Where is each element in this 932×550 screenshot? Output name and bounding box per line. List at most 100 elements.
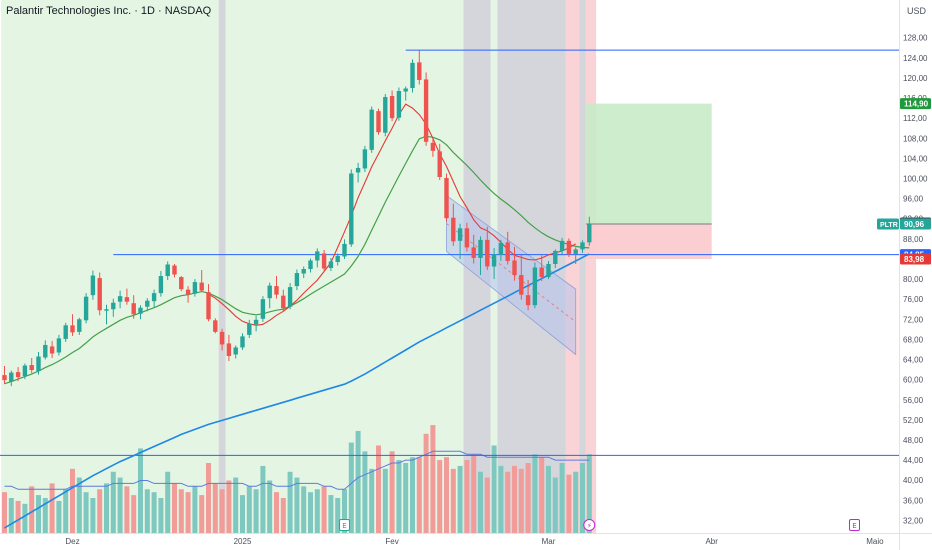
volume-bar [525, 463, 531, 533]
candle-body [376, 111, 381, 133]
candlesticks [2, 50, 592, 387]
candle-body [15, 372, 21, 378]
ema-mid-line [4, 135, 590, 385]
candle-body [512, 260, 517, 276]
price-badge-label: 90,96 [904, 220, 925, 229]
volume-bar [518, 468, 524, 533]
earnings-event-icon[interactable] [339, 519, 350, 531]
candle-body [587, 223, 592, 243]
volume-bar [369, 468, 375, 533]
earnings-event-icon[interactable] [849, 519, 860, 531]
volume-bar [552, 477, 558, 533]
candle-body [247, 323, 252, 335]
volume-bar [457, 465, 463, 533]
volume-bar [437, 460, 443, 533]
time-axis[interactable]: Dez 2025 Fev Mar Abr Maio [65, 537, 884, 546]
candle-body [131, 303, 136, 315]
candle-body [491, 254, 497, 267]
volume-bar [539, 457, 545, 533]
volume-bar [104, 483, 109, 533]
candle-body [97, 278, 102, 311]
volume-bar [410, 457, 415, 533]
candle-body [260, 299, 266, 319]
candle-body [179, 277, 184, 290]
price-tick-label: 32,00 [903, 516, 924, 525]
volume-bar [110, 471, 116, 533]
volume-bar [253, 489, 259, 533]
volume-bar [532, 454, 538, 533]
candle-body [29, 365, 34, 371]
candle-body [281, 295, 286, 309]
volume-bar [450, 468, 456, 533]
candle-body [464, 228, 470, 248]
split-event-icon[interactable] [583, 519, 596, 531]
channel-area[interactable] [446, 194, 577, 356]
time-tick-label: Mar [542, 537, 556, 546]
candle-body [138, 307, 143, 314]
candle-body [321, 253, 327, 269]
target-zone[interactable] [585, 103, 712, 224]
candle-body [383, 97, 388, 133]
volume-bar [1, 492, 7, 533]
volume-bar [56, 500, 62, 533]
candle-body [226, 343, 232, 357]
currency-label[interactable]: USD [907, 6, 927, 16]
candle-body [580, 242, 585, 250]
volume-bar [90, 498, 96, 533]
event-marker-label: E [852, 522, 856, 530]
volume-bar [335, 498, 341, 533]
volume-bar [192, 486, 198, 533]
volume-bar [423, 433, 429, 533]
candle-body [287, 287, 293, 307]
time-tick-label: Maio [866, 537, 884, 546]
candle-body [36, 356, 41, 372]
candle-body [56, 338, 62, 353]
price-tick-label: 40,00 [903, 476, 924, 485]
candle-body [315, 251, 320, 261]
volume-bar [314, 489, 320, 533]
volume-bar [294, 477, 300, 533]
candle-body [145, 300, 150, 307]
candle-body [165, 264, 170, 277]
candle-body [410, 62, 415, 88]
volume-bar [301, 486, 307, 533]
price-tick-label: 44,00 [903, 456, 924, 465]
price-tick-label: 60,00 [903, 376, 924, 385]
price-tick-label: 96,00 [903, 195, 924, 204]
candle-body [369, 109, 374, 150]
event-marker[interactable]: E [339, 519, 350, 531]
event-marker[interactable]: ⚡ [583, 519, 596, 531]
volume-bar [362, 451, 368, 533]
stop-zone[interactable] [585, 223, 712, 260]
volume-bar [321, 486, 327, 533]
chart-title: Palantir Technologies Inc. · 1D · NASDAQ [6, 5, 212, 17]
volume-bar [308, 492, 313, 533]
time-tick-label: Abr [705, 537, 718, 546]
candle-body [437, 151, 442, 177]
volume-bar [512, 465, 517, 533]
volume-bar [172, 483, 177, 533]
candle-body [240, 336, 245, 348]
candle-body [444, 178, 449, 219]
price-tick-label: 56,00 [903, 396, 924, 405]
candle-body [22, 365, 28, 377]
price-tick-label: 88,00 [903, 235, 924, 244]
long-position-tool[interactable] [585, 103, 712, 260]
candle-body [294, 273, 300, 287]
event-markers[interactable]: E ⚡ E [339, 519, 860, 531]
regression-channel[interactable] [446, 194, 577, 356]
volume-bar [29, 486, 35, 533]
candle-body [206, 292, 211, 320]
price-tick-label: 124,00 [903, 54, 928, 63]
candle-body [430, 142, 436, 151]
volume-bar [165, 471, 171, 533]
volume-bar [491, 445, 497, 533]
price-tick-label: 52,00 [903, 416, 924, 425]
candle-body [349, 173, 354, 245]
event-marker[interactable]: E [849, 519, 860, 531]
volume-bar [76, 477, 82, 533]
price-badge-label: 83,98 [904, 255, 925, 264]
candle-body [9, 372, 14, 382]
volume-bar [348, 442, 354, 533]
